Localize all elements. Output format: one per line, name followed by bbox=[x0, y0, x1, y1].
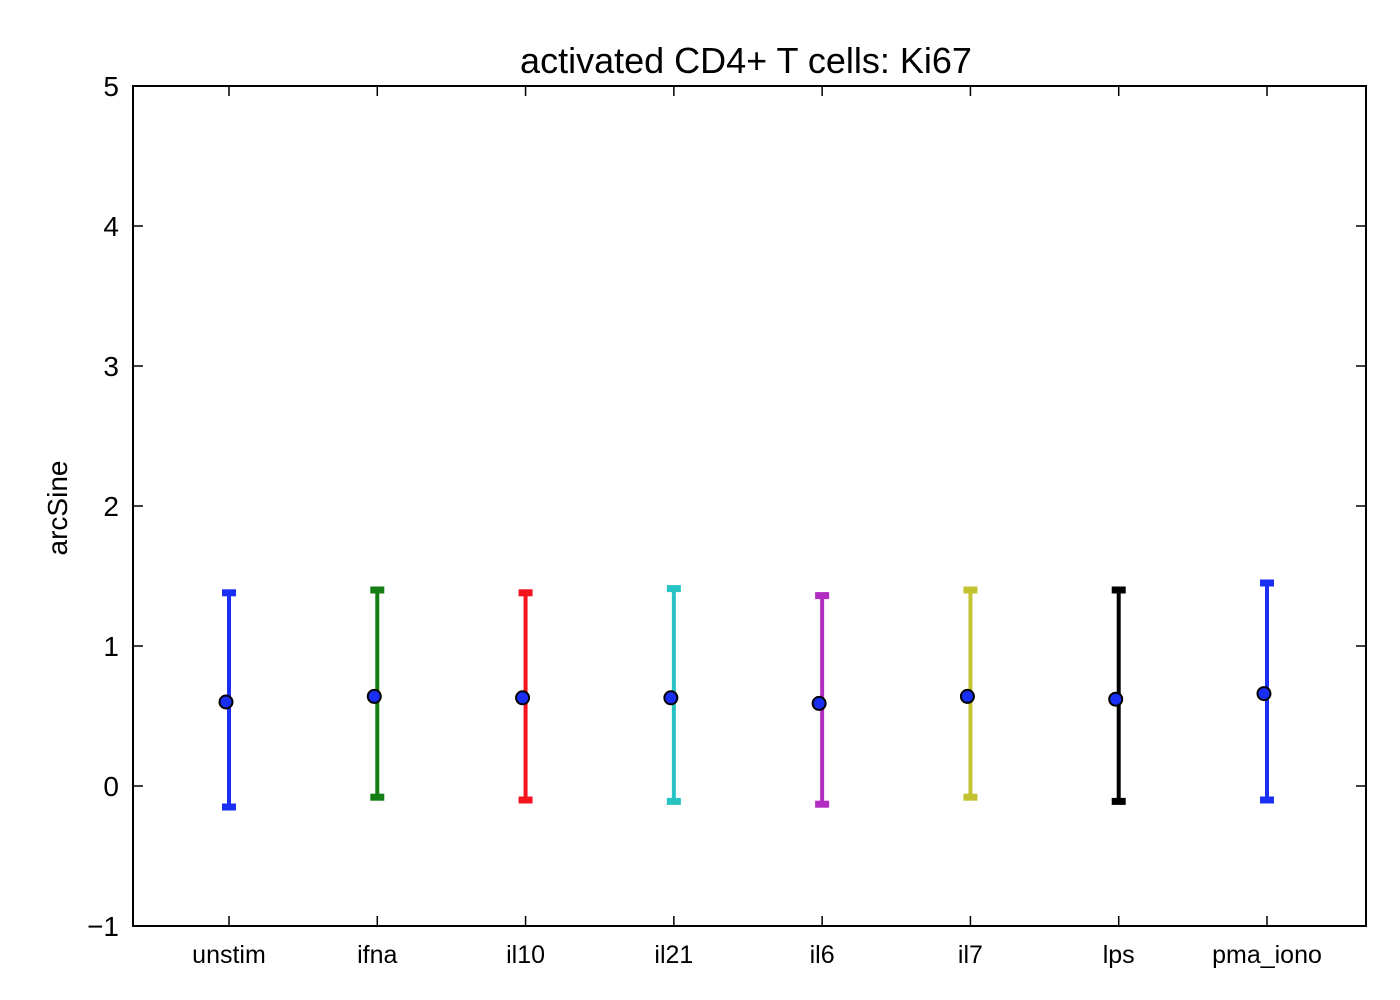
series-layer bbox=[218, 579, 1274, 811]
y-axis-label: arcSine bbox=[42, 461, 73, 556]
errorbar-unstim bbox=[218, 589, 236, 811]
mean-point bbox=[663, 690, 679, 706]
x-tick-label: il10 bbox=[506, 941, 545, 969]
mean-point bbox=[1108, 691, 1124, 707]
errorbar-pma_iono bbox=[1256, 579, 1274, 804]
x-tick-label: il21 bbox=[654, 941, 693, 969]
plot-area-frame bbox=[132, 85, 1367, 927]
x-tick-label: lps bbox=[1103, 941, 1135, 969]
ticks-layer: −1 0 1 2 3 4 5 unstim ifna il10 il21 il6 il7 lps pma_i… bbox=[87, 71, 1366, 969]
mean-point bbox=[959, 688, 975, 704]
errorbar-il7 bbox=[959, 586, 978, 801]
x-tick-label: unstim bbox=[192, 941, 266, 969]
x-tick-label: il7 bbox=[958, 941, 983, 969]
mean-point bbox=[218, 694, 234, 710]
y-tick-label: 0 bbox=[103, 771, 119, 802]
errorbar-il6 bbox=[811, 592, 830, 808]
y-tick-label: 2 bbox=[103, 491, 119, 522]
mean-point bbox=[1256, 686, 1272, 702]
mean-point bbox=[515, 690, 531, 706]
y-tick-label: 5 bbox=[103, 71, 119, 102]
x-tick-label: pma_iono bbox=[1212, 941, 1322, 969]
chart-title: activated CD4+ T cells: Ki67 bbox=[520, 40, 972, 81]
errorbar-il21 bbox=[663, 585, 681, 805]
errorbar-lps bbox=[1108, 586, 1126, 805]
y-tick-label: 1 bbox=[103, 631, 119, 662]
mean-point bbox=[811, 695, 827, 711]
errorbar-ifna bbox=[366, 586, 385, 801]
x-tick-label: il6 bbox=[810, 941, 835, 969]
y-tick-label: 4 bbox=[103, 211, 119, 242]
y-tick-label: 3 bbox=[103, 351, 119, 382]
y-tick-label: −1 bbox=[87, 911, 119, 942]
mean-point bbox=[366, 688, 382, 704]
errorbar-il10 bbox=[515, 589, 533, 804]
x-tick-label: ifna bbox=[357, 941, 397, 969]
